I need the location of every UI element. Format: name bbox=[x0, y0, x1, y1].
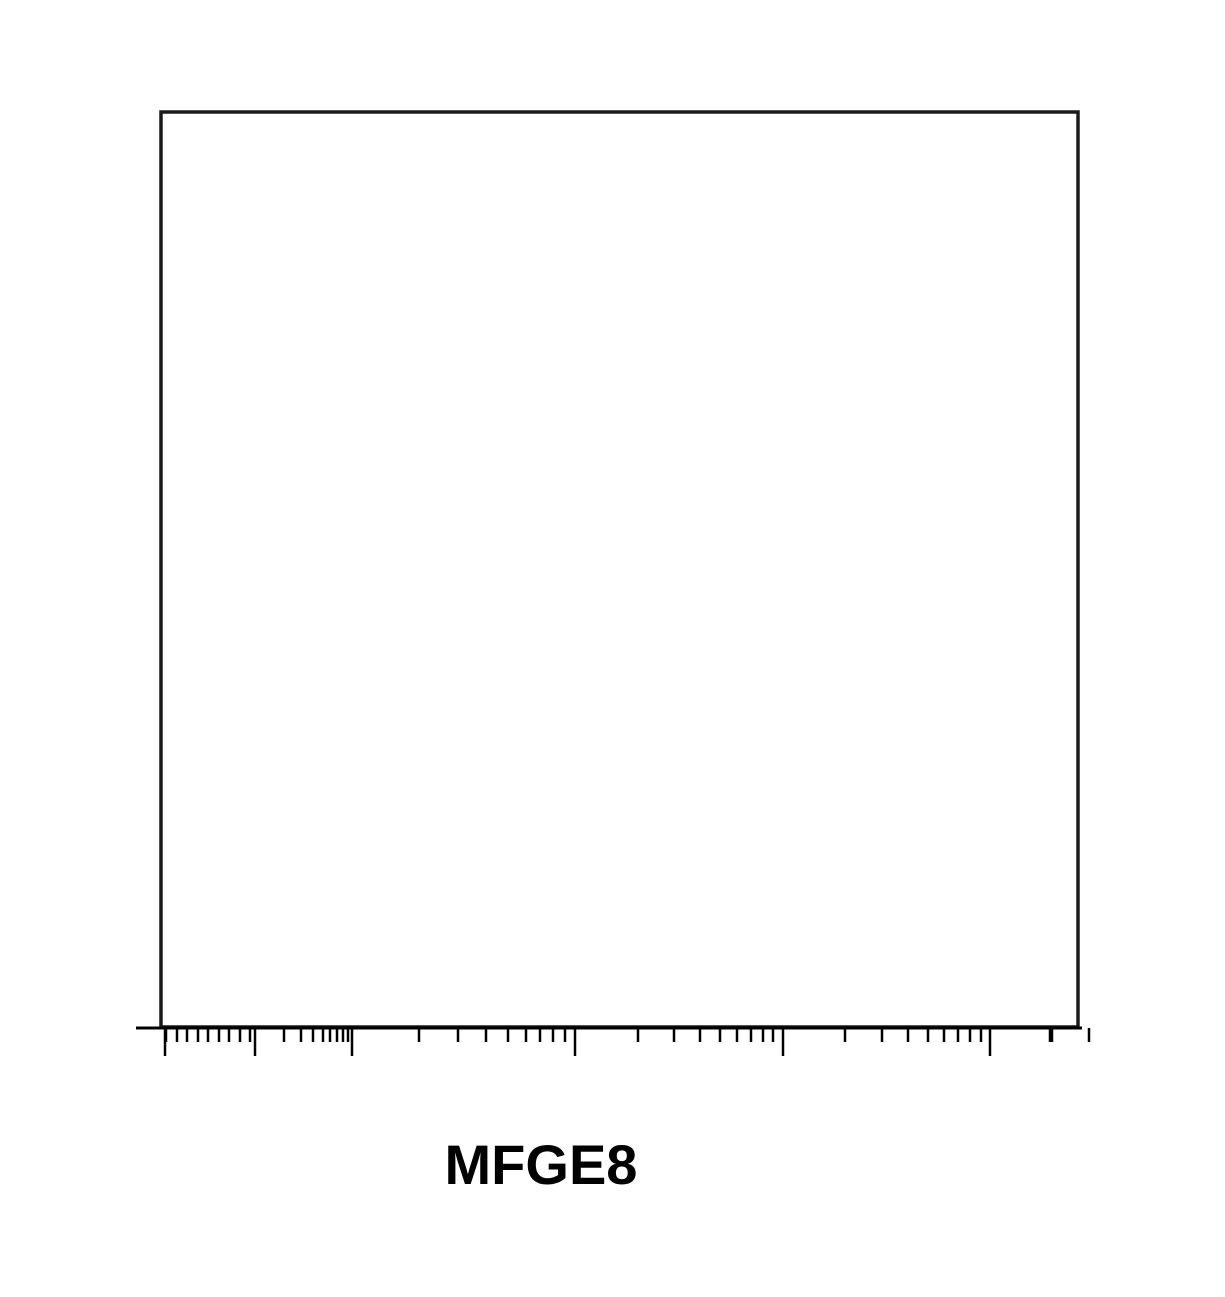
plot-frame bbox=[159, 110, 1080, 1029]
x-axis bbox=[136, 1026, 1091, 1056]
x-axis-label: MFGE8 bbox=[445, 1133, 638, 1196]
